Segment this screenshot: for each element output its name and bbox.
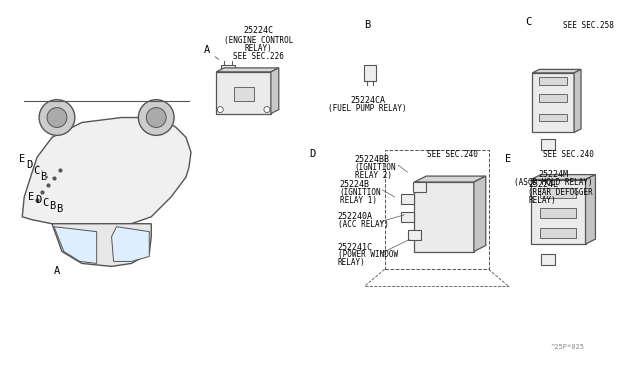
Text: A: A <box>54 266 60 276</box>
Polygon shape <box>574 69 581 132</box>
Polygon shape <box>216 72 271 113</box>
Text: 252241C: 252241C <box>338 243 373 251</box>
Text: C: C <box>525 17 532 27</box>
Bar <box>540 113 567 122</box>
Bar <box>540 208 576 218</box>
Text: E: E <box>28 192 35 202</box>
Text: 25224CA: 25224CA <box>350 96 385 105</box>
Polygon shape <box>54 227 97 263</box>
Text: 25224C: 25224C <box>243 26 273 35</box>
Text: B: B <box>40 172 46 182</box>
Text: A: A <box>204 45 210 55</box>
Text: RELAY): RELAY) <box>338 259 365 267</box>
Text: C: C <box>33 166 39 176</box>
Text: ^25P*025: ^25P*025 <box>551 344 585 350</box>
Text: RELAY): RELAY) <box>244 44 273 53</box>
Polygon shape <box>22 118 191 227</box>
Bar <box>401 212 414 222</box>
Bar <box>364 65 376 81</box>
Text: (FUEL PUMP RELAY): (FUEL PUMP RELAY) <box>328 103 407 113</box>
Circle shape <box>147 108 166 128</box>
Text: 25224B: 25224B <box>340 180 370 189</box>
Bar <box>234 87 253 101</box>
Polygon shape <box>111 227 149 262</box>
Text: (ASCD HOLD RELAY): (ASCD HOLD RELAY) <box>514 178 593 187</box>
Circle shape <box>39 100 75 135</box>
Text: RELAY 1): RELAY 1) <box>340 196 377 205</box>
Polygon shape <box>414 182 474 251</box>
Text: B: B <box>56 204 62 214</box>
Bar <box>221 65 235 76</box>
Text: B: B <box>365 20 371 30</box>
Text: E: E <box>506 154 512 164</box>
Bar <box>541 139 556 150</box>
Text: (IGNITION: (IGNITION <box>340 188 381 197</box>
Text: RELAY 2): RELAY 2) <box>355 171 392 180</box>
Text: SEE SEC.240: SEE SEC.240 <box>427 150 477 159</box>
Text: C: C <box>42 198 48 208</box>
Bar <box>541 254 556 265</box>
Polygon shape <box>52 224 151 266</box>
Circle shape <box>264 107 270 113</box>
Polygon shape <box>531 174 595 180</box>
Bar <box>540 77 567 85</box>
Text: D: D <box>309 149 315 159</box>
Text: (POWER WINDOW: (POWER WINDOW <box>338 250 398 259</box>
Text: B: B <box>49 201 55 211</box>
Polygon shape <box>414 176 486 182</box>
Bar <box>408 230 420 240</box>
Polygon shape <box>586 174 595 244</box>
Bar <box>540 228 576 238</box>
Polygon shape <box>532 69 581 73</box>
Text: 25224BB: 25224BB <box>355 155 390 164</box>
Text: SEE SEC.226: SEE SEC.226 <box>233 52 284 61</box>
Text: 25224M: 25224M <box>538 170 568 179</box>
Circle shape <box>138 100 174 135</box>
Polygon shape <box>474 176 486 251</box>
Text: SEE SEC.240: SEE SEC.240 <box>543 150 594 159</box>
Text: (IGNITION: (IGNITION <box>355 163 396 172</box>
Bar <box>540 188 576 198</box>
Text: (ENGINE CONTROL: (ENGINE CONTROL <box>224 36 293 45</box>
Circle shape <box>217 107 223 113</box>
Text: SEE SEC.258: SEE SEC.258 <box>563 21 613 30</box>
Text: (REAR DEFOGGER: (REAR DEFOGGER <box>529 188 593 197</box>
Bar <box>385 150 489 269</box>
Polygon shape <box>216 68 279 72</box>
Text: D: D <box>35 195 41 205</box>
Bar <box>540 94 567 102</box>
Bar <box>413 182 426 192</box>
Polygon shape <box>531 180 586 244</box>
Text: E: E <box>19 154 26 164</box>
Text: 25224L: 25224L <box>529 180 559 189</box>
Text: RELAY): RELAY) <box>529 196 556 205</box>
Text: (ACC RELAY): (ACC RELAY) <box>338 220 388 229</box>
Polygon shape <box>532 73 574 132</box>
Polygon shape <box>271 68 279 113</box>
Text: 252240A: 252240A <box>338 212 373 221</box>
Text: D: D <box>26 160 32 170</box>
Bar <box>401 194 414 204</box>
Circle shape <box>47 108 67 128</box>
